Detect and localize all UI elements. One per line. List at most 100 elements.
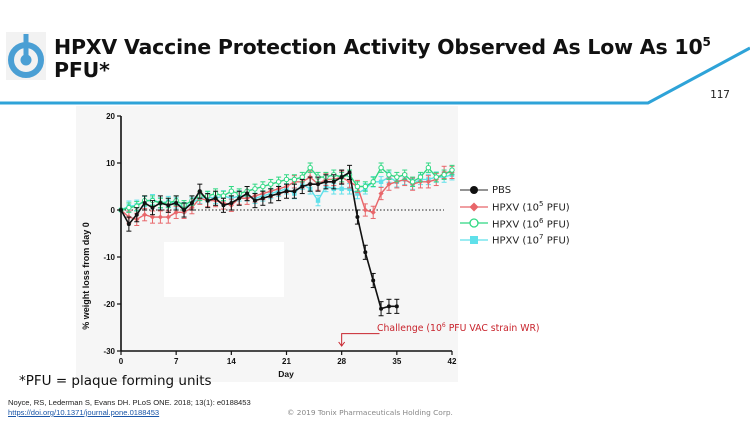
challenge-arrow xyxy=(338,333,380,347)
x-tick-label: 35 xyxy=(392,357,401,366)
y-tick-label: -20 xyxy=(103,300,115,309)
data-point xyxy=(331,179,336,184)
legend-item-pbs: PBS xyxy=(460,182,570,199)
data-point xyxy=(142,200,147,205)
legend-label: PBS xyxy=(492,184,512,196)
company-logo-icon xyxy=(6,32,46,80)
data-point xyxy=(182,208,187,212)
citation-link[interactable]: https://doi.org/10.1371/journal.pone.018… xyxy=(8,408,160,417)
data-point xyxy=(316,182,321,187)
data-point xyxy=(126,204,132,211)
title-text: HPXV Vaccine Protection Activity Observe… xyxy=(54,35,703,59)
footnote: *PFU = plaque forming units xyxy=(19,373,212,389)
data-point xyxy=(425,179,431,185)
data-point xyxy=(386,181,392,187)
y-axis-label: % weight loss from day 0 xyxy=(81,222,91,330)
data-point xyxy=(425,165,432,171)
data-point xyxy=(417,174,424,180)
data-point xyxy=(284,189,289,194)
x-tick-label: 42 xyxy=(448,357,457,366)
legend-item-hpxv-1e6: HPXV (106 PFU) xyxy=(460,215,570,232)
data-point xyxy=(394,174,400,180)
data-point xyxy=(386,172,392,178)
weight-loss-chart: -30 -20 -10 0 10 20 0 7 14 21 28 35 42 % weight loss… xyxy=(81,112,457,379)
data-point xyxy=(363,250,368,255)
data-point xyxy=(433,174,439,180)
legend-label: HPXV (106 PFU) xyxy=(492,217,570,230)
annotation-text-end: PFU VAC strain WR) xyxy=(445,323,540,335)
data-point xyxy=(362,183,369,190)
series-pbs xyxy=(119,164,400,317)
legend-label-end: PFU) xyxy=(543,218,570,230)
data-point xyxy=(291,176,298,183)
x-axis-label: Day xyxy=(278,369,294,379)
data-point xyxy=(347,186,352,192)
x-tick-label: 7 xyxy=(174,357,179,366)
data-point xyxy=(221,203,226,208)
legend-marker-pbs xyxy=(460,186,488,195)
legend-marker-diamond xyxy=(460,202,488,212)
data-point xyxy=(371,278,376,283)
legend-marker-square xyxy=(460,235,488,244)
data-point xyxy=(260,196,265,201)
data-point xyxy=(149,214,156,220)
data-point xyxy=(378,165,384,171)
data-point xyxy=(283,176,290,183)
x-tick-label: 14 xyxy=(227,357,236,366)
data-point xyxy=(394,304,399,309)
citation-text: Noyce, RS, Lederman S, Evans DH. PLoS ON… xyxy=(8,398,251,407)
legend-item-hpxv-1e5: HPXV (105 PFU) xyxy=(460,199,570,216)
legend-label-text: HPXV (10 xyxy=(492,235,540,247)
data-point xyxy=(205,198,210,203)
data-point xyxy=(166,203,171,208)
data-point xyxy=(157,214,164,220)
legend-label-text: HPXV (10 xyxy=(492,218,540,230)
data-point xyxy=(370,179,376,185)
data-point xyxy=(268,181,274,187)
data-point xyxy=(173,209,179,215)
legend-marker-open-circle xyxy=(460,218,488,228)
slide-title: HPXV Vaccine Protection Activity Observe… xyxy=(54,36,750,82)
data-point xyxy=(339,186,344,192)
data-point xyxy=(378,179,384,184)
data-point xyxy=(347,170,352,175)
data-point xyxy=(174,200,179,205)
arrow-line xyxy=(341,333,380,345)
data-point xyxy=(299,174,305,180)
data-point xyxy=(276,191,281,196)
x-tick-label: 21 xyxy=(282,357,291,366)
legend-label-sup: 6 xyxy=(539,216,544,225)
data-point xyxy=(449,167,455,173)
title-text-end: PFU* xyxy=(54,58,110,82)
legend-item-hpxv-1e7: HPXV (107 PFU) xyxy=(460,232,570,249)
legend-label-sup: 5 xyxy=(539,200,544,209)
legend-label: HPXV (107 PFU) xyxy=(492,233,570,246)
data-point xyxy=(409,179,416,185)
data-point xyxy=(300,184,305,189)
legend-label: HPXV (105 PFU) xyxy=(492,200,570,213)
data-point xyxy=(252,186,258,192)
data-point xyxy=(252,198,257,203)
data-point xyxy=(346,179,353,185)
data-point xyxy=(292,189,297,194)
data-point xyxy=(379,306,384,311)
chart-legend: PBS HPXV (105 PFU) HPXV (106 PFU) HPXV (… xyxy=(460,182,570,248)
data-point xyxy=(228,188,235,194)
data-point xyxy=(307,165,313,171)
data-point xyxy=(245,191,250,196)
data-point xyxy=(339,175,344,180)
data-point xyxy=(362,207,368,213)
y-tick-label: 0 xyxy=(111,206,116,215)
y-tick-label: 20 xyxy=(106,112,115,121)
data-point xyxy=(370,209,376,215)
y-tick-label: -10 xyxy=(103,253,115,262)
data-point xyxy=(315,198,321,203)
data-point xyxy=(220,193,227,199)
data-point xyxy=(308,182,313,187)
y-tick-label: 10 xyxy=(106,159,115,168)
data-point xyxy=(260,183,266,190)
data-point xyxy=(150,205,155,210)
data-point xyxy=(355,191,360,196)
challenge-annotation: Challenge (106 PFU VAC strain WR) xyxy=(377,322,540,334)
arrow-head xyxy=(338,341,346,347)
